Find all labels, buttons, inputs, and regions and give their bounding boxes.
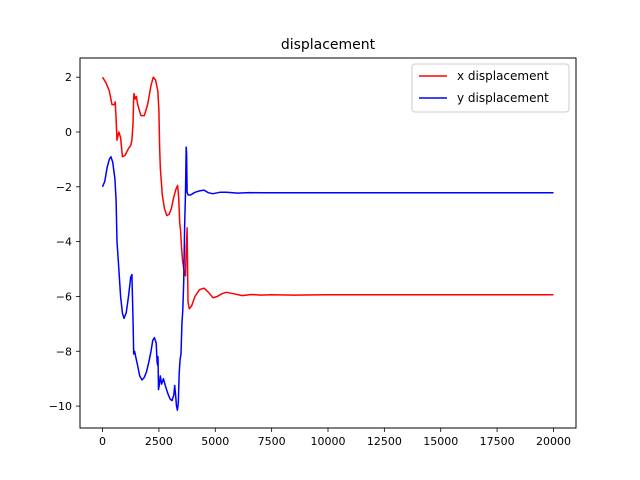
series-line-y-displacement: [101, 146, 554, 411]
x-tick-label: 0: [99, 435, 106, 448]
x-tick-label: 20000: [536, 435, 571, 448]
y-tick-label: −4: [56, 236, 72, 249]
x-tick-label: 12500: [367, 435, 402, 448]
x-tick-label: 7500: [258, 435, 286, 448]
x-tick-label: 2500: [145, 435, 173, 448]
y-tick-label: 2: [65, 71, 72, 84]
x-axis: 0 2500 5000 7500 10000 12500 15000 17500 20000: [99, 428, 571, 448]
y-tick-label: 0: [65, 126, 72, 139]
chart-title: displacement: [281, 37, 376, 53]
y-tick-label: −10: [49, 400, 72, 413]
x-tick-label: 10000: [311, 435, 346, 448]
x-tick-label: 5000: [201, 435, 229, 448]
x-tick-label: 15000: [423, 435, 458, 448]
y-tick-label: −8: [56, 345, 72, 358]
y-tick-label: −2: [56, 181, 72, 194]
plot-frame: [79, 57, 577, 429]
y-axis: 2 0 −2 −4 −6 −8 −10: [49, 71, 80, 413]
x-tick-label: 17500: [480, 435, 515, 448]
legend-label-y: y displacement: [457, 91, 549, 105]
legend: x displacement y displacement: [411, 63, 570, 113]
series-line-x-displacement: [101, 76, 554, 310]
legend-box: [411, 63, 570, 113]
legend-label-x: x displacement: [457, 69, 549, 83]
y-tick-label: −6: [56, 290, 72, 303]
